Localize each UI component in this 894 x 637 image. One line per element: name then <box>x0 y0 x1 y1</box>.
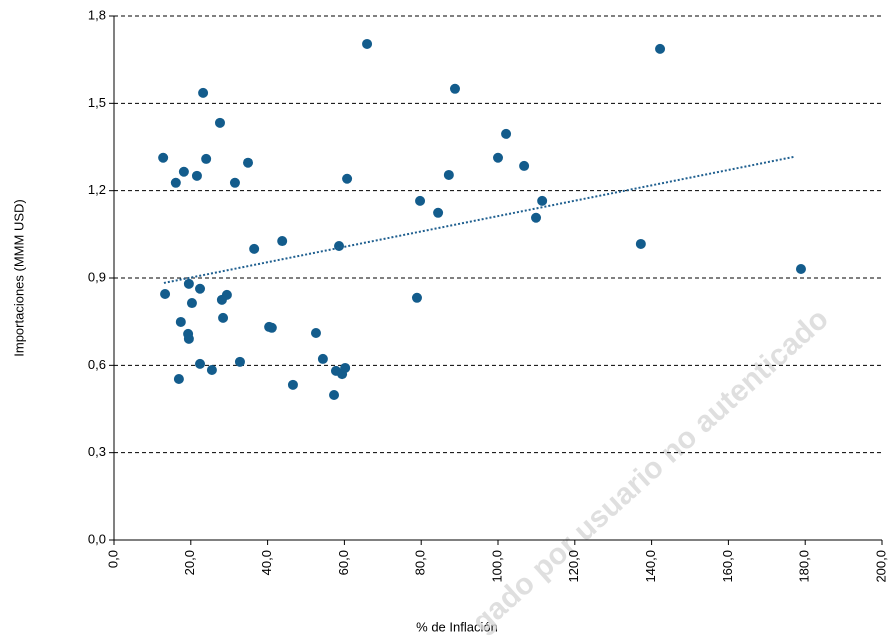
x-tick-label: 200,0 <box>873 550 888 583</box>
point <box>221 289 232 300</box>
point <box>218 312 229 323</box>
y-axis-label: Importaciones (MMM USD) <box>11 199 26 356</box>
point <box>537 195 548 206</box>
point <box>329 390 340 401</box>
point <box>501 128 512 139</box>
point <box>183 333 194 344</box>
y-tick-label: 0,6 <box>88 357 106 372</box>
point <box>519 160 530 171</box>
x-tick-label: 20,0 <box>182 550 197 575</box>
point <box>201 153 212 164</box>
point <box>195 283 206 294</box>
point <box>317 353 328 364</box>
point <box>160 289 171 300</box>
point <box>206 364 217 375</box>
point <box>158 152 169 163</box>
x-tick-label: 160,0 <box>720 550 735 583</box>
y-tick-label: 1,8 <box>88 7 106 22</box>
point <box>191 170 202 181</box>
y-tick-label: 0,9 <box>88 269 106 284</box>
point <box>362 38 373 49</box>
trendline <box>163 155 794 284</box>
y-tick-label: 0,3 <box>88 444 106 459</box>
y-tick-label: 1,2 <box>88 182 106 197</box>
point <box>178 166 189 177</box>
point <box>635 238 646 249</box>
point <box>214 117 225 128</box>
watermark: gado por usuario no autenticado <box>466 302 835 637</box>
point <box>411 292 422 303</box>
point <box>195 358 206 369</box>
x-tick-label: 0,0 <box>105 550 120 568</box>
y-tick-label: 1,5 <box>88 95 106 110</box>
point <box>170 177 181 188</box>
point <box>449 83 460 94</box>
point <box>243 157 254 168</box>
point <box>198 87 209 98</box>
point <box>266 322 277 333</box>
x-axis-label: % de Inflación <box>416 619 498 634</box>
x-tick-label: 180,0 <box>797 550 812 583</box>
point <box>277 236 288 247</box>
point <box>249 243 260 254</box>
point <box>234 356 245 367</box>
point <box>433 207 444 218</box>
point <box>531 212 542 223</box>
point <box>655 43 666 54</box>
point <box>415 195 426 206</box>
point <box>229 177 240 188</box>
y-tick-label: 0,0 <box>88 531 106 546</box>
point <box>175 316 186 327</box>
point <box>173 374 184 385</box>
point <box>493 152 503 163</box>
point <box>183 278 194 289</box>
point <box>310 328 321 339</box>
x-tick-label: 100,0 <box>489 550 504 583</box>
point <box>287 379 298 390</box>
x-tick-label: 80,0 <box>413 550 428 575</box>
x-tick-label: 60,0 <box>336 550 351 575</box>
x-tick-label: 140,0 <box>643 550 658 583</box>
point <box>342 173 353 184</box>
x-tick-label: 40,0 <box>259 550 274 575</box>
point <box>340 362 351 373</box>
point <box>795 263 806 274</box>
x-tick-label: 120,0 <box>566 550 581 583</box>
point <box>186 298 197 309</box>
point <box>443 169 454 180</box>
point <box>334 240 345 251</box>
